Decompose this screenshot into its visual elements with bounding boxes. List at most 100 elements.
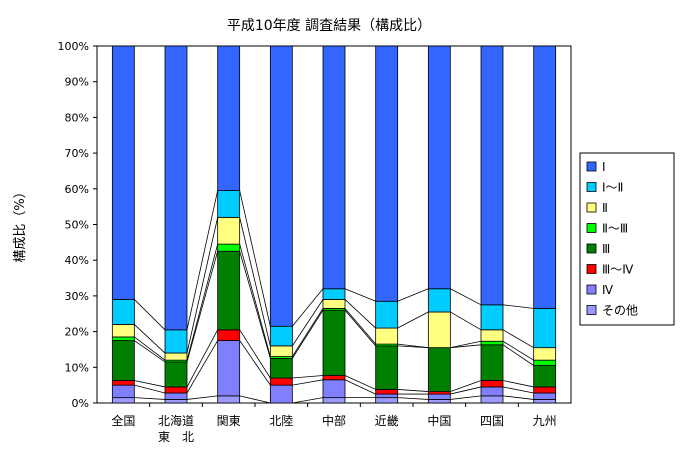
legend-label: Ⅲ～Ⅳ [602,263,633,277]
bar-segment [322,375,346,381]
series-line [450,288,482,306]
y-tick-label: 10% [65,361,89,374]
series-line [344,299,376,329]
bar-segment [217,250,241,331]
bar-segment [322,45,346,290]
series-line [186,190,219,330]
series-line [134,299,166,331]
bar-segment [480,304,504,331]
bar-segment [375,345,399,390]
x-tick-label: 近畿 [375,414,399,428]
series-line [134,340,166,363]
bar-segment [533,45,557,309]
series-line [450,380,482,392]
y-tick-label: 70% [65,147,89,160]
chart-title: 平成10年度 調査結果（構成比） [227,18,431,34]
series-line [502,386,534,394]
y-tick-label: 60% [65,183,89,196]
legend-swatch [586,182,597,192]
series-line [397,397,429,400]
y-tick-label: 80% [65,111,89,124]
series-line [239,329,271,379]
bar-segment [480,395,504,404]
x-tick-label: 北海道 [158,413,194,428]
bar-segment [111,340,135,381]
legend: Ⅰ Ⅰ～Ⅱ Ⅱ Ⅱ～Ⅲ Ⅲ Ⅲ～Ⅳ Ⅳ その他 [579,152,675,326]
series-line [134,324,166,354]
bar-segment [111,336,135,341]
series-line [450,311,482,331]
series-line [239,190,271,327]
series-line [291,299,324,347]
series-line [239,244,271,357]
bar-segment [533,386,557,394]
bar-segment [269,377,293,386]
series-line [450,344,482,349]
bar-segment [480,45,504,306]
legend-label: Ⅱ [602,201,608,215]
bar-segment [164,386,188,394]
bar-segment [480,380,504,388]
series-line [344,309,376,347]
series-line [134,336,166,361]
x-tick-label: 九州 [533,414,557,428]
bar-segment [269,325,293,347]
series-line [292,288,324,327]
series-line [239,395,271,404]
bar-segment [533,359,557,366]
bar-segment [111,324,135,338]
x-tick-label: 四国 [480,414,504,428]
series-line [397,343,429,349]
series-line [344,288,376,302]
x-tick-label: 関東 [217,414,241,428]
legend-label: Ⅳ [602,283,613,297]
bar-segment [111,397,135,404]
bar-segment [322,379,346,399]
bar-segment [533,347,557,361]
bar-segment [375,393,399,399]
bar-segment [533,399,557,404]
series-line [186,244,219,361]
bar-segment [164,361,188,388]
series-line [291,309,324,359]
series-line [502,380,534,388]
series-line [186,329,219,388]
bar-segment [217,190,241,218]
series-line [134,380,166,388]
legend-swatch [586,202,597,213]
series-line [291,308,324,357]
bar-segment [164,399,188,404]
bar-segment [427,311,451,349]
series-line [344,308,376,345]
legend-label: Ⅱ～Ⅲ [602,222,628,236]
series-line [344,375,376,390]
y-tick-label: 90% [65,76,89,89]
series-line [450,395,482,400]
bar-segment [533,307,557,349]
legend-swatch [586,243,597,254]
series-line [502,340,534,361]
bar-segment [375,327,399,345]
series-line [134,384,166,394]
series-line [292,379,324,386]
series-line [186,217,219,354]
bar-segment [217,329,241,341]
y-tick-label: 20% [65,326,89,339]
series-line [397,288,429,302]
bar-segment [533,365,557,388]
legend-swatch [586,284,597,295]
bar-segment [217,340,241,397]
bar-segment [164,329,188,354]
series-line [134,397,166,400]
series-line [239,217,271,346]
series-line [186,251,219,363]
x-tick-label: 中部 [322,413,346,428]
bar-segment [533,392,557,400]
bar-segment [111,380,135,386]
bar-segment [217,395,241,404]
y-tick-label: 100% [58,40,89,53]
legend-label: Ⅲ [602,242,610,256]
x-tick-label: 全国 [111,413,135,428]
